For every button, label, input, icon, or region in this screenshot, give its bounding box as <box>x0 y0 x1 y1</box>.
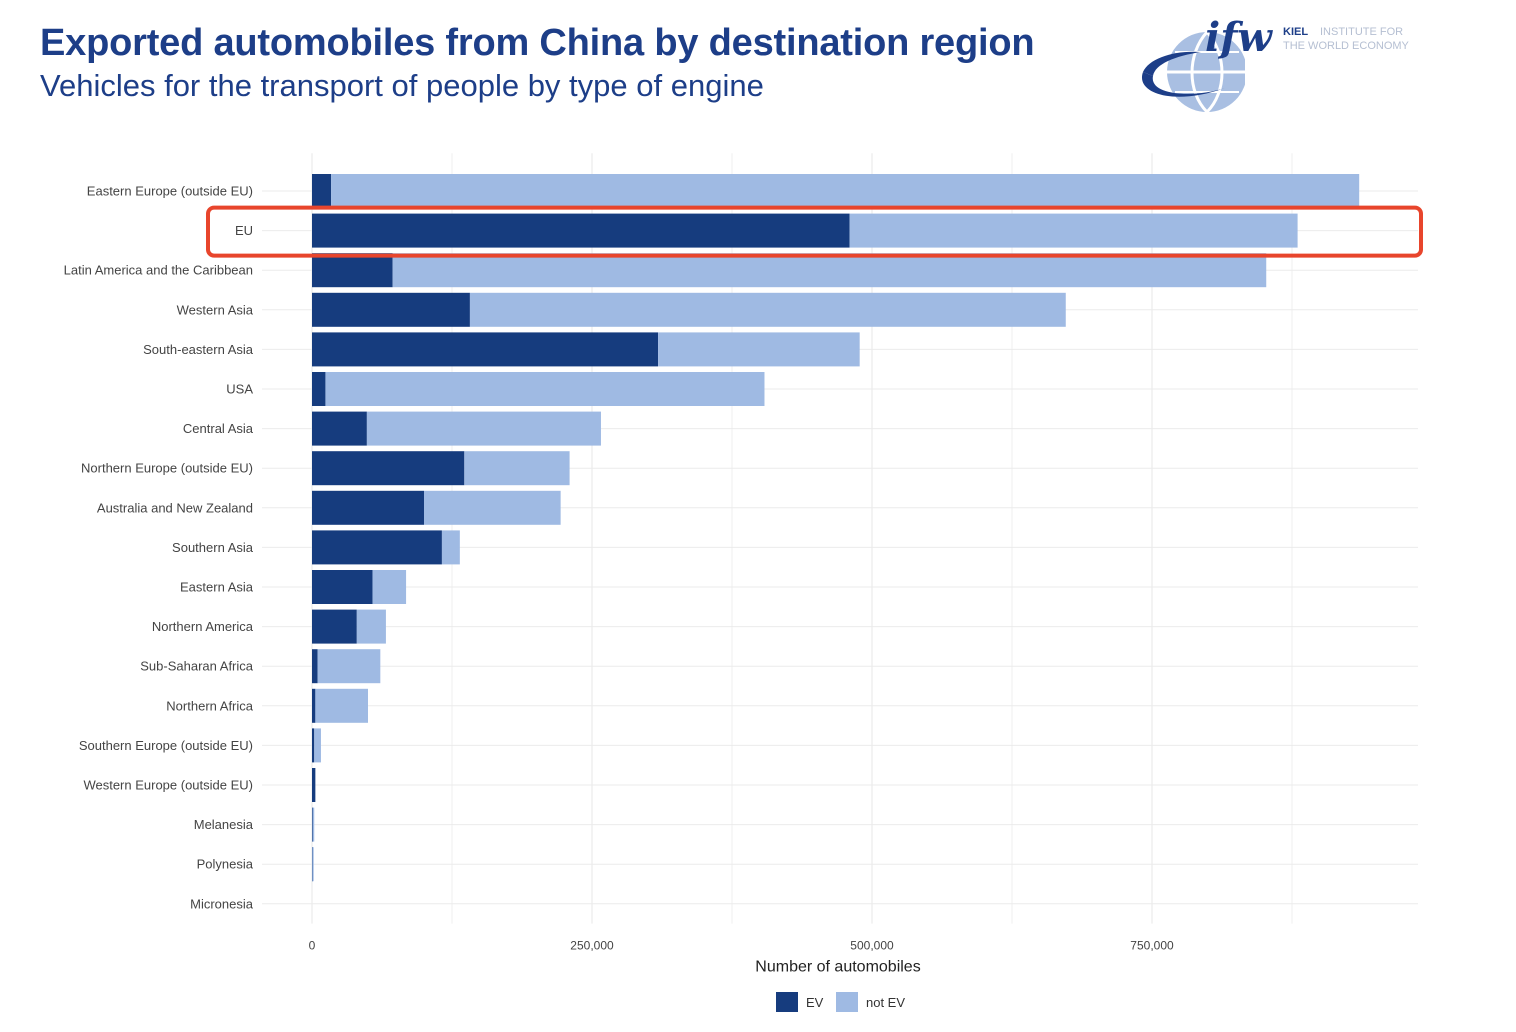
globe-icon <box>1141 30 1245 114</box>
bar-ev <box>312 807 313 842</box>
bar-not-ev <box>314 728 321 763</box>
category-label: Northern America <box>152 619 254 634</box>
logo-kiel: KIEL <box>1283 26 1309 38</box>
category-label: USA <box>226 382 253 397</box>
legend-swatch-ev <box>776 992 798 1012</box>
category-label: Southern Asia <box>172 540 254 555</box>
category-label: EU <box>235 223 253 238</box>
bar-ev <box>312 451 465 486</box>
logo-world-economy: THE WORLD ECONOMY <box>1283 40 1409 52</box>
highlight-box <box>206 205 1423 258</box>
category-label: Central Asia <box>183 421 254 436</box>
bar-ev <box>312 332 659 367</box>
bar-ev <box>312 649 318 684</box>
bar-ev <box>312 768 316 802</box>
category-label: South-eastern Asia <box>143 342 254 357</box>
bar-not-ev <box>312 807 315 842</box>
bar-ev <box>312 253 393 288</box>
bar-not-ev <box>424 490 561 525</box>
bar-not-ev <box>317 649 381 684</box>
category-label: Western Europe (outside EU) <box>83 778 253 793</box>
bar-ev <box>312 570 373 604</box>
bar-ev <box>312 530 442 565</box>
category-label: Northern Europe (outside EU) <box>81 461 253 476</box>
bar-ev <box>312 213 850 248</box>
bar-ev <box>312 411 367 446</box>
category-label: Latin America and the Caribbean <box>64 263 253 278</box>
bar-ev <box>312 292 470 327</box>
bar-ev <box>312 688 316 723</box>
x-tick-label: 250,000 <box>570 939 614 953</box>
bar-ev <box>312 609 357 644</box>
category-label: Sub-Saharan Africa <box>140 659 254 674</box>
x-tick-label: 0 <box>309 939 316 953</box>
bar-not-ev <box>356 609 386 644</box>
bar-ev <box>312 490 424 525</box>
category-label: Australia and New Zealand <box>97 500 253 515</box>
bar-not-ev <box>315 688 368 723</box>
bar-not-ev <box>331 174 1360 208</box>
category-label: Polynesia <box>197 857 254 872</box>
bar-not-ev <box>372 570 407 604</box>
bar-ev <box>312 174 332 208</box>
chart-subtitle: Vehicles for the transport of people by … <box>40 68 764 103</box>
legend-label-not-ev: not EV <box>866 995 905 1010</box>
category-label: Western Asia <box>177 302 254 317</box>
x-axis-title: Number of automobiles <box>755 959 920 976</box>
chart-title: Exported automobiles from China by desti… <box>40 22 1035 64</box>
category-label: Eastern Europe (outside EU) <box>87 184 253 199</box>
x-tick-label: 500,000 <box>850 939 894 953</box>
legend-swatch-not-ev <box>836 992 858 1012</box>
bar-not-ev <box>392 253 1267 288</box>
category-label: Melanesia <box>194 817 254 832</box>
category-label: Micronesia <box>190 896 254 911</box>
bar-not-ev <box>464 451 570 486</box>
legend-label-ev: EV <box>806 995 824 1010</box>
bar-ev <box>312 372 326 406</box>
category-label: Northern Africa <box>166 698 253 713</box>
logo-institute: INSTITUTE FOR <box>1320 26 1404 38</box>
bar-not-ev <box>366 411 601 446</box>
bar-not-ev <box>312 847 314 882</box>
ifw-logo: ifw KIEL INSTITUTE FOR THE WORLD ECONOMY <box>1135 14 1435 118</box>
logo-wordmark: ifw <box>1205 14 1272 61</box>
category-label: Southern Europe (outside EU) <box>79 738 253 753</box>
bar-not-ev <box>849 213 1298 248</box>
bar-ev <box>312 728 315 763</box>
x-tick-label: 750,000 <box>1130 939 1174 953</box>
category-label: Eastern Asia <box>180 580 254 595</box>
bar-not-ev <box>658 332 860 367</box>
bar-not-ev <box>441 530 460 565</box>
bar-not-ev <box>325 372 765 406</box>
bar-not-ev <box>469 292 1066 327</box>
